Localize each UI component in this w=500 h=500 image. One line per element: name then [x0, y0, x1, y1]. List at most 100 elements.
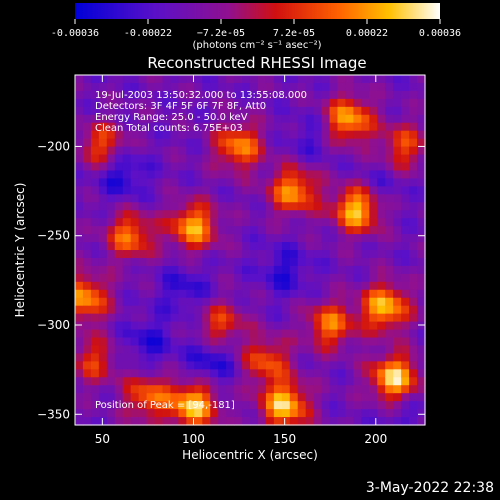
heatmap-cell	[417, 297, 426, 307]
heatmap-cell	[257, 250, 267, 259]
heatmap-cell	[114, 377, 124, 386]
heatmap-cell	[122, 122, 132, 132]
heatmap-cell	[210, 337, 219, 347]
heatmap-cell	[122, 186, 132, 195]
heatmap-cell	[226, 75, 235, 84]
heatmap-cell	[393, 186, 402, 195]
heatmap-cell	[313, 321, 323, 331]
heatmap-cell	[417, 154, 426, 164]
heatmap-cell	[234, 417, 243, 426]
heatmap-cell	[385, 186, 394, 195]
heatmap-cell	[106, 138, 116, 148]
heatmap-cell	[257, 170, 267, 179]
heatmap-cell	[345, 226, 354, 235]
heatmap-cell	[321, 106, 331, 116]
heatmap-cell	[194, 250, 203, 259]
heatmap-cell	[202, 313, 211, 323]
heatmap-cell	[242, 194, 251, 203]
heatmap-cell	[218, 393, 227, 402]
heatmap-cell	[281, 265, 291, 275]
heatmap-cell	[218, 409, 227, 418]
heatmap-cell	[146, 154, 156, 164]
heatmap-cell	[321, 393, 331, 402]
heatmap-cell	[122, 218, 132, 227]
heatmap-cell	[210, 369, 219, 378]
heatmap-cell	[393, 114, 402, 124]
heatmap-cell	[234, 130, 243, 140]
heatmap-cell	[250, 345, 259, 354]
heatmap-cell	[210, 242, 219, 251]
heatmap-cell	[385, 250, 394, 259]
heatmap-cell	[361, 186, 370, 195]
heatmap-cell	[194, 234, 203, 243]
heatmap-cell	[369, 345, 378, 354]
heatmap-cell	[130, 329, 140, 339]
heatmap-cell	[194, 361, 203, 370]
heatmap-cell	[329, 106, 339, 116]
heatmap-cell	[122, 146, 132, 156]
heatmap-cell	[321, 369, 331, 378]
heatmap-cell	[273, 146, 283, 156]
heatmap-cell	[194, 210, 203, 219]
heatmap-cell	[210, 265, 219, 275]
heatmap-cell	[242, 337, 251, 347]
heatmap-cell	[114, 178, 124, 187]
heatmap-cell	[186, 242, 195, 251]
heatmap-cell	[122, 281, 132, 291]
heatmap-cell	[186, 409, 195, 418]
heatmap-cell	[242, 353, 251, 362]
heatmap-cell	[210, 90, 219, 100]
heatmap-cell	[210, 393, 219, 402]
heatmap-cell	[202, 114, 211, 124]
heatmap-cell	[170, 353, 179, 362]
heatmap-cell	[265, 273, 275, 283]
heatmap-cell	[361, 250, 370, 259]
heatmap-cell	[250, 194, 259, 203]
heatmap-cell	[202, 210, 211, 219]
heatmap-cell	[289, 122, 299, 132]
heatmap-cell	[90, 361, 100, 370]
heatmap-cell	[273, 242, 283, 251]
heatmap-cell	[377, 122, 386, 132]
heatmap-cell	[369, 385, 378, 394]
heatmap-cell	[162, 401, 172, 410]
heatmap-cell	[75, 313, 84, 323]
heatmap-cell	[281, 146, 291, 156]
heatmap-cell	[289, 273, 299, 283]
heatmap-cell	[321, 154, 331, 164]
heatmap-cell	[226, 218, 235, 227]
heatmap-cell	[409, 289, 418, 299]
heatmap-cell	[122, 170, 132, 179]
heatmap-cell	[218, 98, 227, 108]
heatmap-cell	[337, 130, 347, 140]
heatmap-cell	[393, 393, 402, 402]
heatmap-cell	[242, 234, 251, 243]
heatmap-cell	[106, 250, 116, 259]
heatmap-cell	[210, 250, 219, 259]
heatmap-cell	[409, 305, 418, 315]
heatmap-cell	[75, 409, 84, 418]
heatmap-cell	[114, 409, 124, 418]
heatmap-cell	[361, 337, 370, 347]
heatmap-cell	[226, 297, 235, 307]
heatmap-cell	[210, 257, 219, 267]
heatmap-cell	[130, 154, 140, 164]
heatmap-cell	[321, 138, 331, 148]
heatmap-cell	[369, 75, 378, 84]
heatmap-cell	[281, 393, 291, 402]
heatmap-cell	[162, 98, 172, 108]
heatmap-cell	[313, 265, 323, 275]
heatmap-cell	[409, 146, 418, 156]
heatmap-cell	[90, 194, 100, 203]
heatmap-cell	[242, 329, 251, 339]
heatmap-cell	[337, 393, 347, 402]
heatmap-cell	[178, 226, 187, 235]
heatmap-cell	[250, 361, 259, 370]
heatmap-cell	[138, 194, 148, 203]
heatmap-cell	[90, 98, 100, 108]
heatmap-cell	[114, 194, 124, 203]
heatmap-cell	[250, 385, 259, 394]
heatmap-cell	[75, 401, 84, 410]
heatmap-cell	[130, 305, 140, 315]
heatmap-cell	[114, 234, 124, 243]
